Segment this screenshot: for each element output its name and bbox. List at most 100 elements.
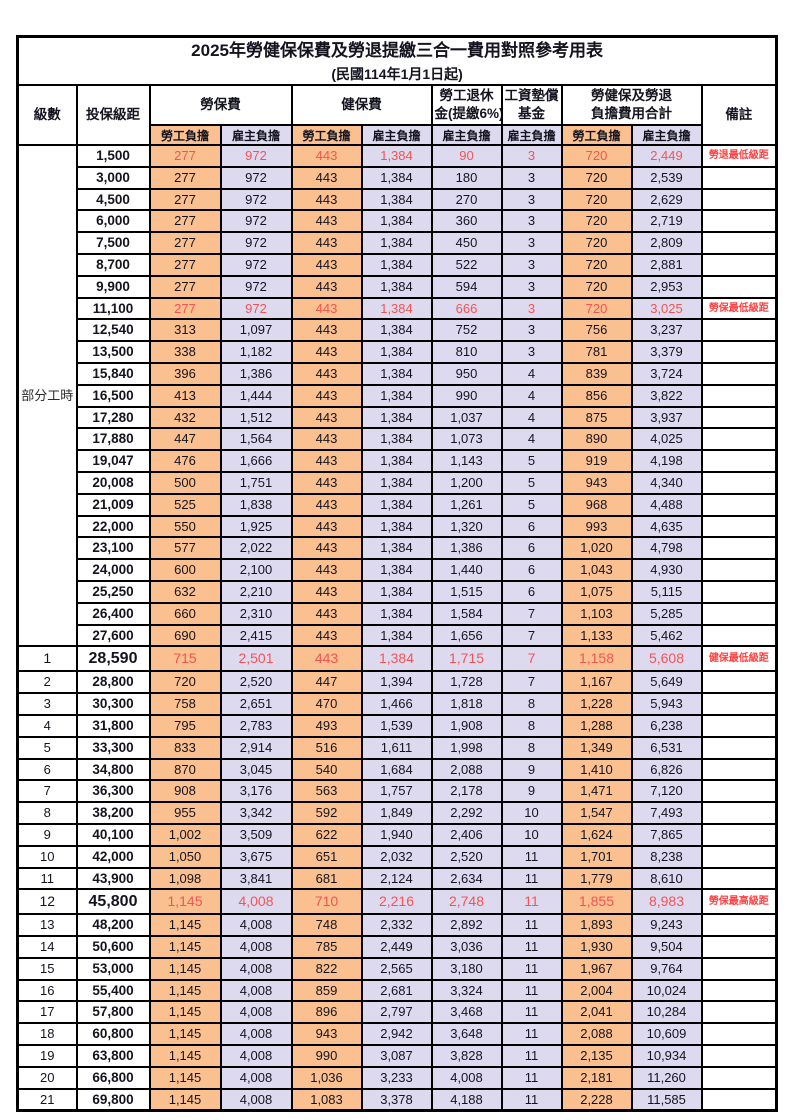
fee-cell: 2,797	[360, 1000, 433, 1025]
bracket-cell: 11,100	[75, 296, 151, 321]
fee-cell: 3,233	[360, 1065, 433, 1090]
fee-cell: 1,584	[430, 601, 503, 626]
table-row: 19,047 476 1,666 443 1,384 1,143 5 919 4,198	[18, 449, 778, 473]
fee-cell: 4	[500, 427, 563, 452]
fee-cell: 4,008	[219, 1022, 293, 1047]
fee-cell: 3,724	[630, 361, 703, 386]
fee-cell: 1,855	[560, 888, 633, 916]
fee-cell: 972	[219, 144, 293, 168]
fee-cell: 5	[500, 449, 563, 473]
fee-cell: 338	[148, 340, 222, 364]
fee-cell: 972	[219, 231, 293, 255]
fee-cell: 748	[290, 913, 363, 938]
fee-cell: 3,468	[430, 1000, 503, 1025]
fee-cell: 2,292	[430, 801, 503, 825]
fee-cell: 11	[500, 888, 563, 916]
bracket-cell: 30,300	[75, 692, 151, 716]
fee-cell: 720	[560, 252, 633, 277]
table-header: 2025年勞健保保費及勞退提繳三合一費用對照參考用表 (民國114年1月1日起)…	[16, 35, 778, 146]
fee-cell: 3	[500, 144, 563, 168]
table-row: 20 66,800 1,145 4,008 1,036 3,233 4,008 11 2,181…	[16, 1065, 778, 1090]
fee-cell: 3	[500, 340, 563, 364]
note-cell	[700, 383, 778, 408]
fee-cell: 4,008	[219, 1044, 293, 1068]
subheader-labor-employee: 勞工負擔	[148, 124, 222, 146]
title-cell: 2025年勞健保保費及勞退提繳三合一費用對照參考用表 (民國114年1月1日起)	[16, 35, 778, 86]
fee-cell: 7,865	[630, 822, 703, 847]
fee-cell: 756	[560, 318, 633, 343]
fee-cell: 9	[500, 757, 563, 782]
note-cell	[700, 822, 778, 847]
fee-cell: 2,501	[219, 645, 293, 673]
fee-cell: 2,100	[219, 558, 293, 582]
fee-cell: 4,008	[219, 888, 293, 916]
col-header-note: 備註	[700, 84, 778, 146]
fee-cell: 1,097	[219, 318, 293, 343]
fee-cell: 443	[290, 252, 363, 277]
fee-cell: 1,384	[360, 274, 433, 299]
fee-cell: 1,145	[148, 888, 222, 916]
fee-cell: 785	[290, 935, 363, 959]
fee-cell: 720	[148, 670, 222, 695]
fee-cell: 2,088	[430, 757, 503, 782]
fee-cell: 450	[430, 231, 503, 255]
fee-cell: 180	[430, 165, 503, 190]
fee-cell: 4	[500, 383, 563, 408]
fee-cell: 4,025	[630, 427, 703, 452]
fee-cell: 1,002	[148, 822, 222, 847]
table-row: 7,500 277 972 443 1,384 450 3 720 2,809	[18, 231, 778, 255]
fee-cell: 4,008	[219, 978, 293, 1003]
bracket-cell: 4,500	[75, 187, 151, 212]
bracket-cell: 8,700	[75, 252, 151, 277]
table-row: 19 63,800 1,145 4,008 990 3,087 3,828 11 2,135 10…	[16, 1044, 778, 1068]
note-cell	[700, 670, 778, 695]
level-cell: 8	[16, 801, 78, 825]
fee-cell: 1,288	[560, 713, 633, 738]
group-header-row: 級數 投保級距 勞保費 健保費 勞工退休 金(提繳6%) 工資墊償 基金 勞健保…	[16, 84, 778, 146]
fee-cell: 476	[148, 449, 222, 473]
fee-cell: 1,384	[360, 383, 433, 408]
bracket-cell: 19,047	[75, 449, 151, 473]
fee-cell: 7	[500, 623, 563, 648]
bracket-cell: 57,800	[75, 1000, 151, 1025]
fee-cell: 10,609	[630, 1022, 703, 1047]
fee-cell: 11,585	[630, 1087, 703, 1112]
fee-cell: 6,531	[630, 735, 703, 760]
fee-cell: 9,243	[630, 913, 703, 938]
table-body: 部分工時 1,500 277 972 443 1,384 90 3 720 2,449 勞退最低級距…	[16, 143, 778, 1112]
bracket-cell: 1,500	[75, 144, 151, 168]
bracket-cell: 24,000	[75, 558, 151, 582]
level-cell: 4	[16, 713, 78, 738]
fee-cell: 2,178	[430, 779, 503, 804]
fee-cell: 2,539	[630, 165, 703, 190]
note-cell: 勞退最低級距	[700, 144, 778, 168]
note-cell	[700, 1065, 778, 1090]
fee-cell: 4,635	[630, 514, 703, 539]
table-row: 21,009 525 1,838 443 1,384 1,261 5 968 4,488	[18, 492, 778, 517]
bracket-cell: 42,000	[75, 844, 151, 869]
fee-cell: 443	[290, 514, 363, 539]
fee-cell: 1,539	[360, 713, 433, 738]
fee-cell: 1,167	[560, 670, 633, 695]
level-cell: 1	[16, 645, 78, 673]
fee-cell: 1,075	[560, 579, 633, 604]
fee-cell: 1,818	[430, 692, 503, 716]
note-cell	[700, 779, 778, 804]
fee-cell: 3	[500, 209, 563, 234]
table-row: 9 40,100 1,002 3,509 622 1,940 2,406 10 1,624 7,8…	[16, 822, 778, 847]
note-cell	[700, 579, 778, 604]
table-row: 3 30,300 758 2,651 470 1,466 1,818 8 1,228 5,943	[16, 692, 778, 716]
fee-cell: 2,088	[560, 1022, 633, 1047]
bracket-cell: 31,800	[75, 713, 151, 738]
fee-cell: 720	[560, 231, 633, 255]
fee-cell: 908	[148, 779, 222, 804]
fee-cell: 3	[500, 187, 563, 212]
total-line1: 勞健保及勞退	[591, 88, 672, 103]
fee-cell: 2,332	[360, 913, 433, 938]
fee-cell: 1,547	[560, 801, 633, 825]
bracket-cell: 28,590	[75, 645, 151, 673]
fee-cell: 2,809	[630, 231, 703, 255]
fee-cell: 1,384	[360, 514, 433, 539]
table-row: 4 31,800 795 2,783 493 1,539 1,908 8 1,288 6,238	[16, 713, 778, 738]
fee-cell: 681	[290, 866, 363, 891]
